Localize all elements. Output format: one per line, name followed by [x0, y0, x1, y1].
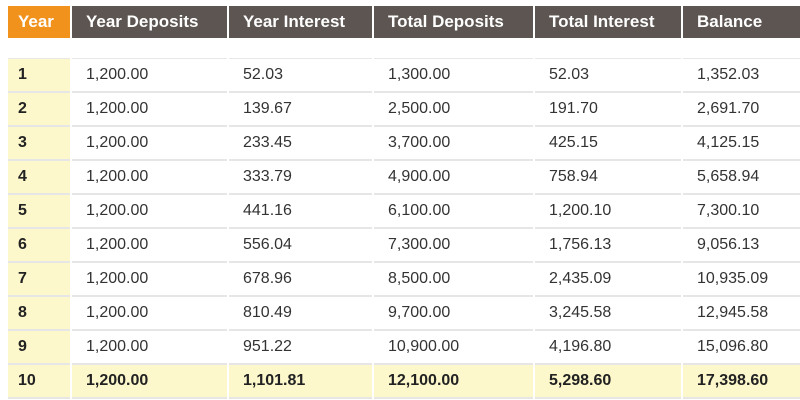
table-row: 7 1,200.00 678.96 8,500.00 2,435.09 10,935.09: [8, 263, 800, 297]
year-interest-cell: 678.96: [229, 263, 372, 297]
spacer-cell: [229, 42, 372, 59]
year-deposits-cell: 1,200.00: [72, 229, 227, 263]
total-interest-cell: 425.15: [535, 127, 681, 161]
year-deposits-cell: 1,200.00: [72, 161, 227, 195]
total-interest-cell: 1,200.10: [535, 195, 681, 229]
year-interest-cell: 556.04: [229, 229, 372, 263]
balance-cell: 1,352.03: [683, 59, 800, 93]
table-row: 1 1,200.00 52.03 1,300.00 52.03 1,352.03: [8, 59, 800, 93]
year-interest-cell: 810.49: [229, 297, 372, 331]
total-interest-cell: 2,435.09: [535, 263, 681, 297]
table-body: 1 1,200.00 52.03 1,300.00 52.03 1,352.03 2 1,20…: [8, 42, 800, 399]
total-interest-cell: 3,245.58: [535, 297, 681, 331]
balance-cell: 15,096.80: [683, 331, 800, 365]
year-interest-cell: 951.22: [229, 331, 372, 365]
year-cell: 10: [8, 365, 70, 399]
total-deposits-cell: 7,300.00: [374, 229, 533, 263]
total-interest-cell: 758.94: [535, 161, 681, 195]
spacer-cell: [8, 42, 70, 59]
spacer-cell: [374, 42, 533, 59]
total-interest-cell: 1,756.13: [535, 229, 681, 263]
year-cell: 2: [8, 93, 70, 127]
header-row: Year Year Deposits Year Interest Total D…: [8, 6, 800, 42]
year-deposits-cell: 1,200.00: [72, 93, 227, 127]
column-header-year-deposits: Year Deposits: [72, 6, 227, 42]
total-deposits-cell: 2,500.00: [374, 93, 533, 127]
spacer-row: [8, 42, 800, 59]
year-deposits-cell: 1,200.00: [72, 263, 227, 297]
column-header-total-interest: Total Interest: [535, 6, 681, 42]
year-deposits-cell: 1,200.00: [72, 127, 227, 161]
column-header-year: Year: [8, 6, 70, 42]
year-cell: 1: [8, 59, 70, 93]
table-row: 6 1,200.00 556.04 7,300.00 1,756.13 9,056.13: [8, 229, 800, 263]
table-row: 8 1,200.00 810.49 9,700.00 3,245.58 12,945.58: [8, 297, 800, 331]
year-deposits-cell: 1,200.00: [72, 365, 227, 399]
year-deposits-cell: 1,200.00: [72, 195, 227, 229]
column-header-year-interest: Year Interest: [229, 6, 372, 42]
year-cell: 4: [8, 161, 70, 195]
balance-cell: 10,935.09: [683, 263, 800, 297]
year-cell: 6: [8, 229, 70, 263]
year-interest-cell: 333.79: [229, 161, 372, 195]
table-row: 3 1,200.00 233.45 3,700.00 425.15 4,125.15: [8, 127, 800, 161]
total-row: 10 1,200.00 1,101.81 12,100.00 5,298.60 17,39…: [8, 365, 800, 399]
total-deposits-cell: 3,700.00: [374, 127, 533, 161]
total-interest-cell: 5,298.60: [535, 365, 681, 399]
year-interest-cell: 441.16: [229, 195, 372, 229]
year-deposits-cell: 1,200.00: [72, 59, 227, 93]
table-row: 4 1,200.00 333.79 4,900.00 758.94 5,658.94: [8, 161, 800, 195]
table-row: 5 1,200.00 441.16 6,100.00 1,200.10 7,300.10: [8, 195, 800, 229]
balance-cell: 2,691.70: [683, 93, 800, 127]
year-cell: 5: [8, 195, 70, 229]
year-interest-cell: 233.45: [229, 127, 372, 161]
savings-schedule: Year Year Deposits Year Interest Total D…: [6, 6, 800, 399]
total-interest-cell: 4,196.80: [535, 331, 681, 365]
total-deposits-cell: 12,100.00: [374, 365, 533, 399]
spacer-cell: [72, 42, 227, 59]
balance-cell: 4,125.15: [683, 127, 800, 161]
table-row: 2 1,200.00 139.67 2,500.00 191.70 2,691.70: [8, 93, 800, 127]
spacer-cell: [683, 42, 800, 59]
total-deposits-cell: 1,300.00: [374, 59, 533, 93]
total-deposits-cell: 10,900.00: [374, 331, 533, 365]
balance-cell: 17,398.60: [683, 365, 800, 399]
year-cell: 9: [8, 331, 70, 365]
savings-schedule-table: Year Year Deposits Year Interest Total D…: [6, 6, 800, 399]
balance-cell: 9,056.13: [683, 229, 800, 263]
table-row: 9 1,200.00 951.22 10,900.00 4,196.80 15,096.8…: [8, 331, 800, 365]
column-header-balance: Balance: [683, 6, 800, 42]
year-interest-cell: 139.67: [229, 93, 372, 127]
year-interest-cell: 52.03: [229, 59, 372, 93]
year-cell: 3: [8, 127, 70, 161]
balance-cell: 5,658.94: [683, 161, 800, 195]
spacer-cell: [535, 42, 681, 59]
total-deposits-cell: 9,700.00: [374, 297, 533, 331]
balance-cell: 7,300.10: [683, 195, 800, 229]
year-interest-cell: 1,101.81: [229, 365, 372, 399]
year-deposits-cell: 1,200.00: [72, 297, 227, 331]
total-interest-cell: 191.70: [535, 93, 681, 127]
total-deposits-cell: 4,900.00: [374, 161, 533, 195]
column-header-total-deposits: Total Deposits: [374, 6, 533, 42]
total-interest-cell: 52.03: [535, 59, 681, 93]
year-cell: 7: [8, 263, 70, 297]
balance-cell: 12,945.58: [683, 297, 800, 331]
year-cell: 8: [8, 297, 70, 331]
year-deposits-cell: 1,200.00: [72, 331, 227, 365]
total-deposits-cell: 6,100.00: [374, 195, 533, 229]
total-deposits-cell: 8,500.00: [374, 263, 533, 297]
